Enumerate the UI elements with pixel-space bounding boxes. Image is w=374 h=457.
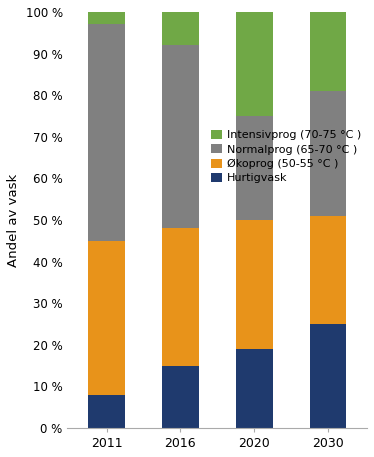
Bar: [310, 12, 346, 91]
Bar: [310, 91, 346, 216]
Bar: [88, 24, 125, 241]
Bar: [88, 395, 125, 428]
Y-axis label: Andel av vask: Andel av vask: [7, 173, 20, 266]
Bar: [162, 228, 199, 366]
Bar: [310, 324, 346, 428]
Bar: [162, 45, 199, 228]
Bar: [310, 216, 346, 324]
Bar: [236, 116, 273, 220]
Bar: [236, 220, 273, 349]
Bar: [162, 12, 199, 45]
Legend: Intensivprog (70-75 °C ), Normalprog (65-70 °C ), Økoprog (50-55 °C ), Hurtigvas: Intensivprog (70-75 °C ), Normalprog (65…: [211, 130, 362, 183]
Bar: [162, 366, 199, 428]
Bar: [236, 349, 273, 428]
Bar: [88, 12, 125, 24]
Bar: [88, 241, 125, 395]
Bar: [236, 12, 273, 116]
